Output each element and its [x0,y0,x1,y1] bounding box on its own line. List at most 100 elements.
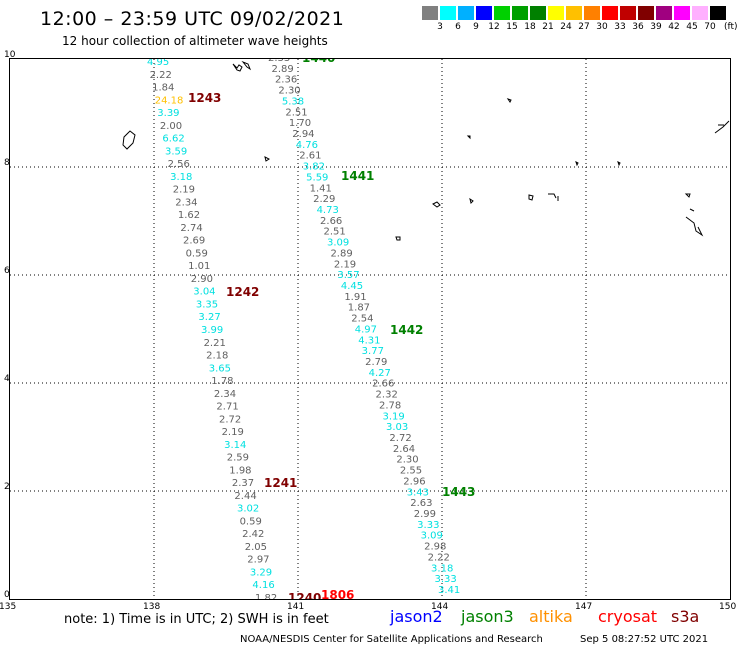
wave-height-value: 2.55 [400,466,422,477]
wave-height-value: 4.76 [296,140,318,151]
colorbar-swatch [494,6,510,20]
colorbar-label: 3 [437,22,443,32]
wave-height-value: 3.39 [157,108,179,119]
island [432,201,441,208]
wave-height-value: 2.30 [278,86,300,97]
wave-height-value: 2.74 [180,223,202,234]
colorbar-swatch [638,6,654,20]
wave-height-value: 2.30 [396,455,418,466]
island [264,156,270,162]
wave-height-value: 1.91 [344,292,366,303]
altimeter-track-b: 2.332.892.362.305.382.511.702.944.762.61… [268,59,460,596]
wave-height-value: 2.66 [372,379,394,390]
wave-height-value: 1.82 [255,593,277,599]
colorbar-swatch [674,6,690,20]
wave-height-value: 6.62 [162,134,184,145]
latitude-tick-label: 2 [4,482,10,492]
wave-height-value: 2.97 [247,555,269,566]
wave-height-value: 1.01 [188,261,210,272]
wave-height-value: 3.18 [431,563,453,574]
colorbar-swatch [476,6,492,20]
wave-height-value: 2.29 [313,194,335,205]
colorbar-label: 33 [614,22,626,32]
wave-height-value: 2.98 [424,542,446,553]
wave-height-value: 3.33 [417,520,439,531]
pass-label: 1440 [302,59,335,65]
wave-height-value: 1.78 [211,376,233,387]
colorbar-swatch [620,6,636,20]
colorbar-label: 45 [686,22,698,32]
colorbar-swatch [530,6,546,20]
colorbar-label: 36 [632,22,644,32]
wave-height-value: 2.37 [232,478,254,489]
colorbar-swatch [692,6,708,20]
wave-height-value: 4.73 [317,205,339,216]
wave-height-value: 1.62 [178,210,200,221]
wave-height-value: 2.32 [376,390,398,401]
wave-height-value: 1.87 [348,303,370,314]
wave-height-value: 2.34 [175,197,197,208]
wave-height-value: 3.43 [407,487,429,498]
colorbar-swatch [584,6,600,20]
wave-height-value: 2.42 [242,529,264,540]
island [466,135,471,140]
pass-label: 1240 [288,591,321,599]
wave-height-value: 2.90 [191,274,213,285]
colorbar-swatch [440,6,456,20]
latitude-tick-label: 10 [4,50,16,60]
footnote: note: 1) Time is in UTC; 2) SWH is in fe… [64,612,329,627]
wave-height-value: 2.44 [234,491,256,502]
wave-height-value: 3.09 [327,238,349,249]
colorbar-swatch [656,6,672,20]
colorbar-unit: (ft) [724,22,738,32]
wave-height-value: 4.27 [369,368,391,379]
latitude-tick-label: 6 [4,266,10,276]
wave-height-value: 2.22 [150,70,172,81]
island [122,130,136,150]
wave-height-value: 2.54 [351,314,373,325]
longitude-tick-label: 135 [0,602,17,612]
colorbar-label: 27 [578,22,590,32]
wave-height-value: 3.14 [224,440,246,451]
colorbar-swatch [512,6,528,20]
wave-height-value: 3.77 [362,346,384,357]
island [232,63,243,72]
longitude-tick-label: 141 [287,602,305,612]
credit-text: NOAA/NESDIS Center for Satellite Applica… [240,634,543,645]
wave-height-value: 2.00 [160,121,182,132]
wave-height-value: 2.19 [334,259,356,270]
latitude-tick-label: 4 [4,374,10,384]
island [714,120,730,134]
wave-height-value: 3.65 [209,363,231,374]
colorbar-label: 42 [668,22,680,32]
colorbar-swatch [548,6,564,20]
wave-height-value: 2.61 [299,151,321,162]
colorbar-label: 70 [704,22,716,32]
island [395,236,401,241]
pass-label: 1441 [341,169,374,183]
island [684,193,691,198]
wave-height-value: 2.56 [168,159,190,170]
colorbar-swatch [458,6,474,20]
wave-height-value: 4.95 [147,59,169,68]
satellite-legend-item: jason2 [390,607,443,626]
wave-height-value: 4.97 [355,324,377,335]
island [506,98,512,103]
wave-height-value: 2.69 [183,236,205,247]
wave-height-value: 2.72 [219,414,241,425]
latitude-tick-label: 8 [4,158,10,168]
map-plot-area: 4.95 2.22 1.84 24.18 3.39 2.00 6.62 3.59 2.56 3.1… [9,58,731,600]
wave-height-value: 2.63 [410,498,432,509]
wave-height-value: 2.33 [268,59,290,64]
wave-height-value: 3.82 [303,162,325,173]
longitude-tick-label: 150 [719,602,737,612]
wave-height-value: 2.21 [204,338,226,349]
longitude-tick-label: 144 [431,602,449,612]
pass-label: 1242 [226,285,259,299]
latitude-tick-label: 0 [4,590,10,600]
island [685,208,704,237]
wave-height-value: 2.79 [365,357,387,368]
colorbar-swatch [710,6,726,20]
